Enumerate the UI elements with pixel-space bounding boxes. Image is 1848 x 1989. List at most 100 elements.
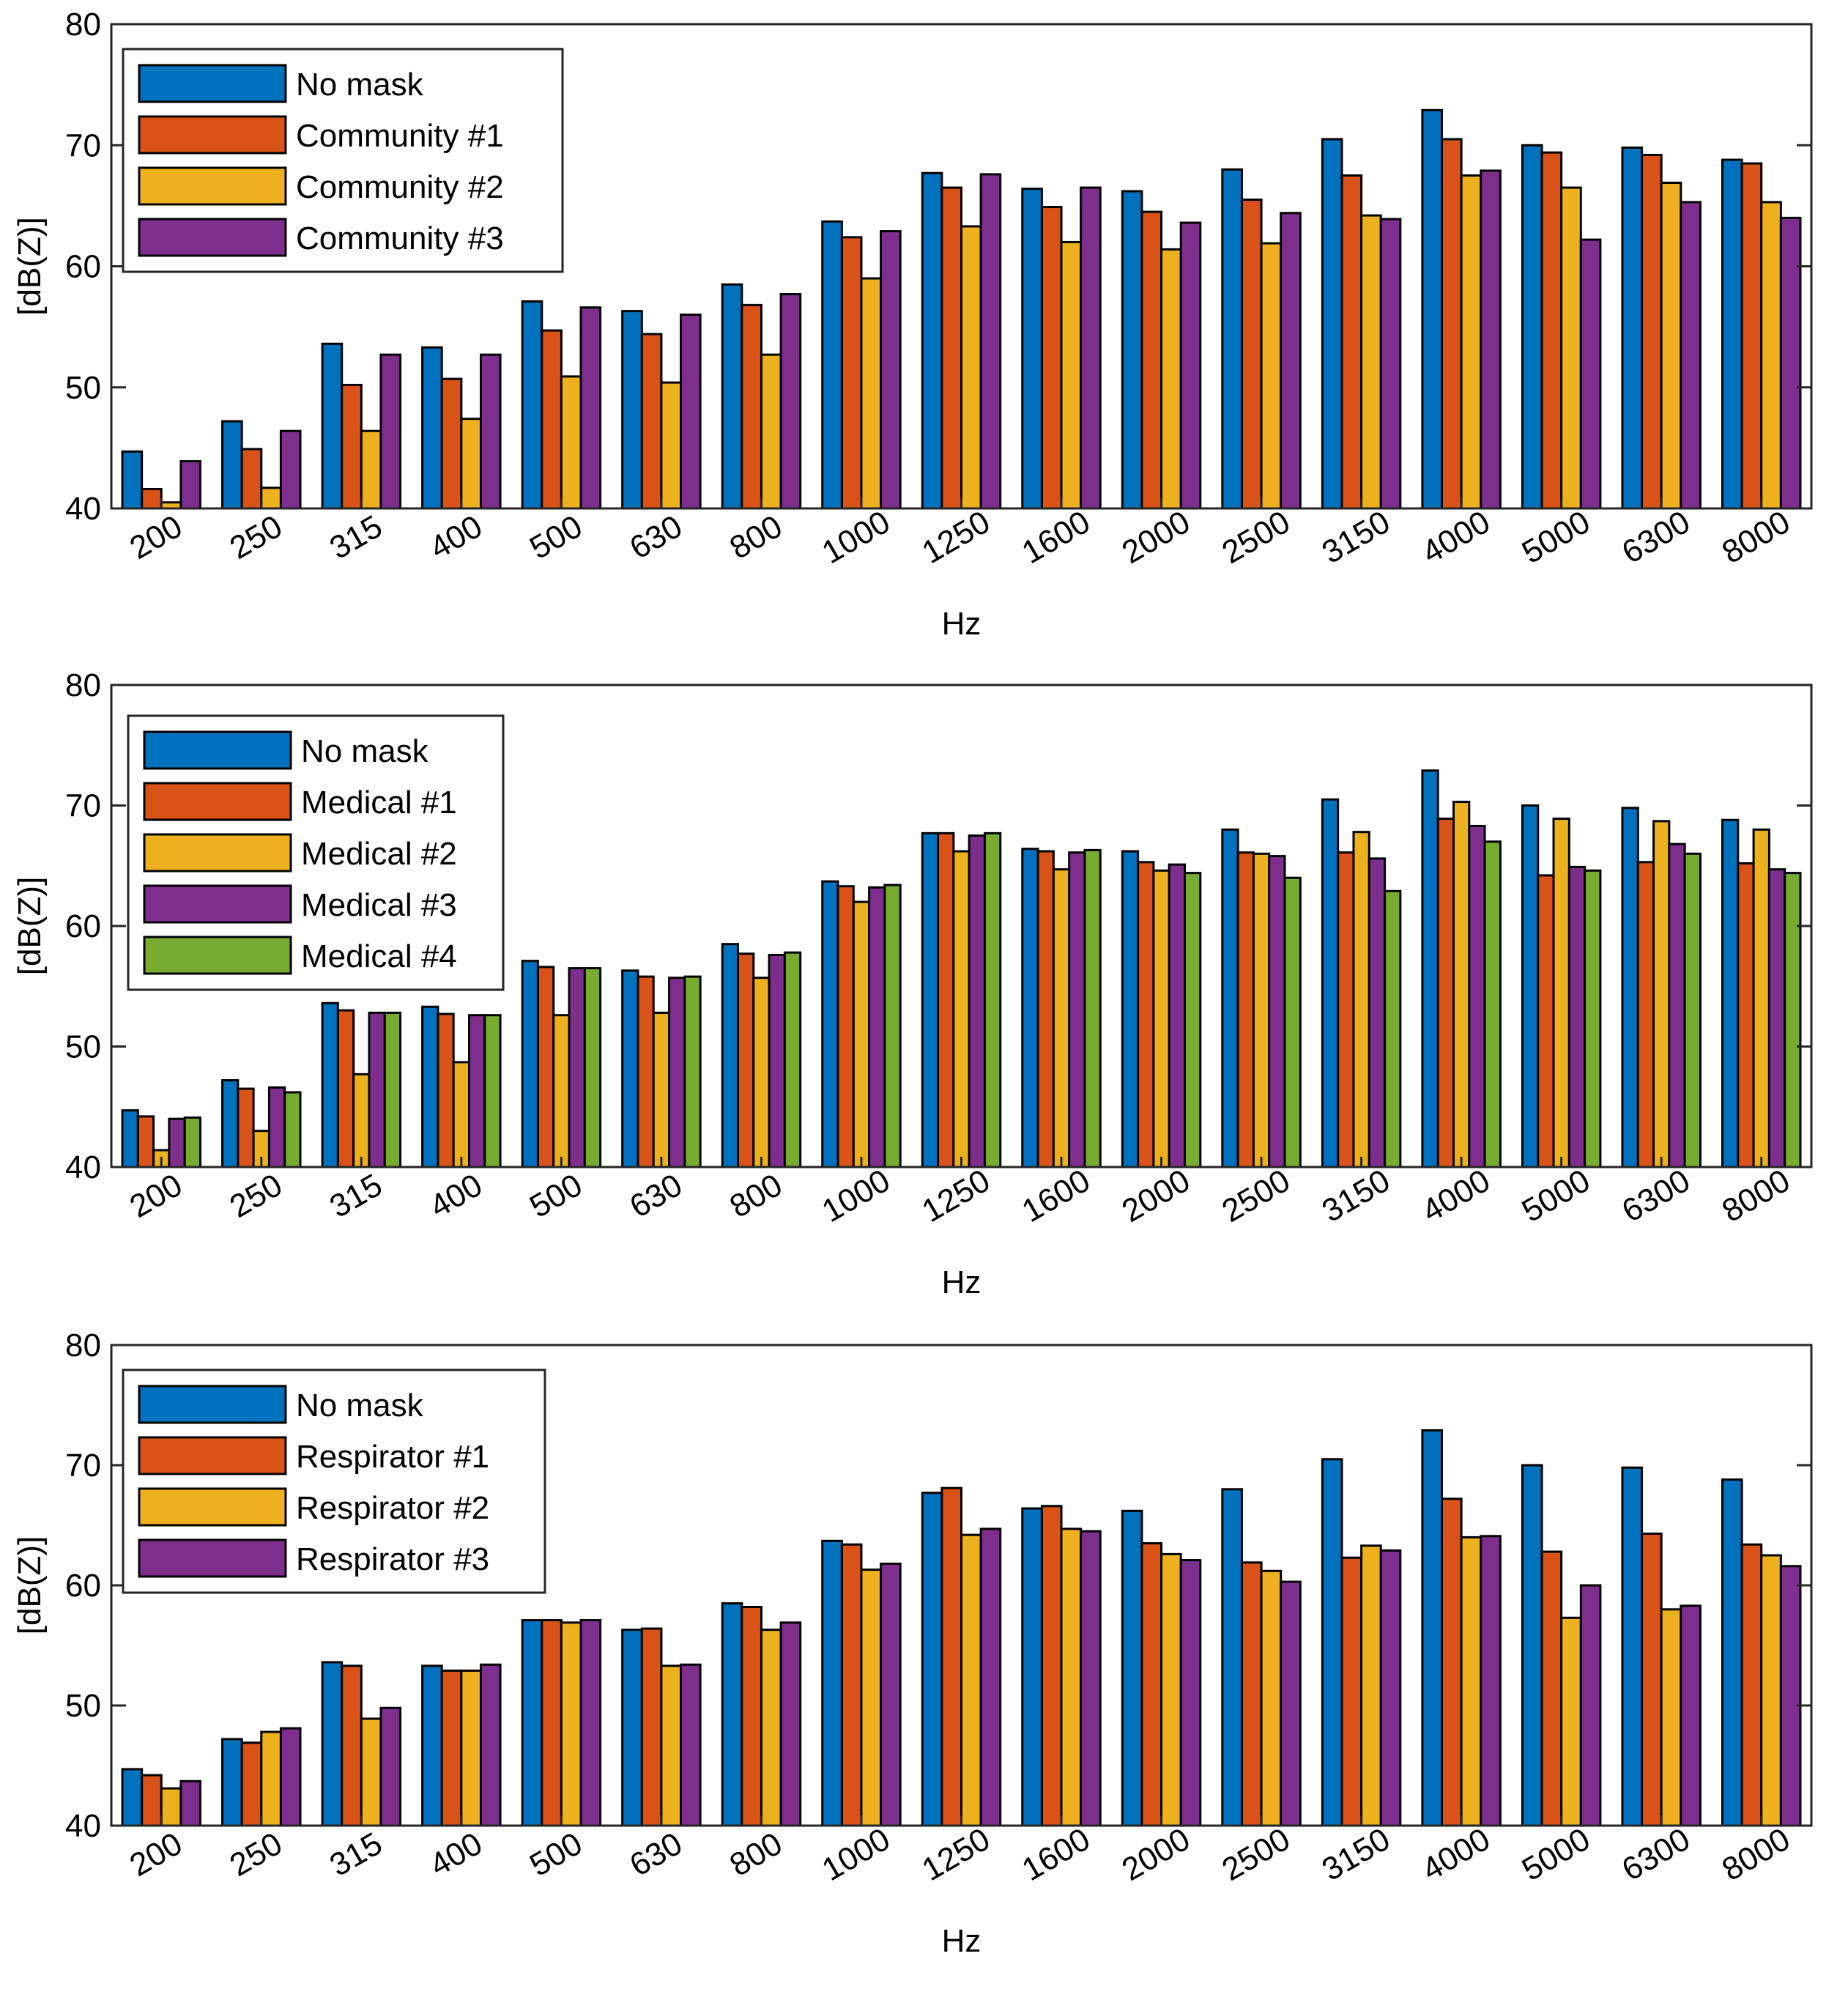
bar-no-mask-250	[221, 1079, 240, 1168]
bar-no-mask-1600	[1021, 188, 1043, 510]
bar-no-mask-630	[621, 310, 643, 510]
bar-community-2-2000	[1160, 248, 1182, 510]
bar-respirator-2-2000	[1160, 1552, 1182, 1827]
bar-medical-4-200	[183, 1116, 202, 1168]
bar-medical-3-1000	[868, 886, 886, 1168]
bar-no-mask-500	[521, 1619, 543, 1827]
bar-no-mask-315	[321, 342, 344, 510]
bar-medical-2-400	[452, 1061, 471, 1168]
bar-medical-2-800	[752, 977, 771, 1168]
x-axis-label: Hz	[942, 1923, 981, 1959]
bar-medical-1-1600	[1036, 850, 1055, 1168]
bar-community-2-315	[360, 429, 382, 510]
bar-medical-3-315	[368, 1011, 386, 1168]
bar-community-2-1600	[1060, 240, 1083, 510]
bar-respirator-1-3150	[1340, 1556, 1363, 1827]
bar-respirator-3-2000	[1179, 1559, 1202, 1827]
bar-medical-1-8000	[1737, 862, 1755, 1168]
legend-label-community-1: Community #1	[296, 118, 504, 154]
y-tick-label: 60	[65, 1568, 101, 1604]
bar-no-mask-1250	[921, 171, 943, 510]
bar-medical-4-2500	[1283, 876, 1302, 1168]
legend-label-medical-4: Medical #4	[301, 938, 457, 974]
bar-medical-2-315	[352, 1073, 371, 1168]
bar-medical-1-800	[736, 952, 755, 1168]
bar-community-1-4000	[1441, 138, 1463, 510]
bar-respirator-2-6300	[1660, 1608, 1682, 1827]
bar-no-mask-1000	[821, 880, 839, 1168]
bar-respirator-1-2000	[1140, 1542, 1163, 1827]
bar-no-mask-315	[321, 1661, 344, 1827]
bar-medical-4-630	[683, 975, 702, 1168]
bar-community-3-6300	[1680, 201, 1702, 510]
bar-community-2-3150	[1360, 214, 1382, 510]
bar-respirator-3-1250	[979, 1527, 1002, 1827]
bar-respirator-3-2500	[1280, 1580, 1302, 1827]
bar-medical-3-800	[768, 953, 786, 1168]
bar-respirator-2-5000	[1560, 1616, 1582, 1827]
bar-medical-4-2000	[1184, 872, 1202, 1168]
legend: No mask Medical #1 Medical #2 Medical #3 Med…	[127, 714, 505, 991]
legend-swatch-medical-3	[143, 884, 292, 924]
legend-label-medical-1: Medical #1	[301, 785, 457, 821]
bar-respirator-2-3150	[1360, 1544, 1382, 1827]
bar-respirator-2-2500	[1260, 1569, 1283, 1827]
y-tick-label: 80	[65, 667, 101, 703]
bar-no-mask-3150	[1321, 138, 1343, 510]
legend: No mask Respirator #1 Respirator #2 Respira…	[122, 1368, 546, 1594]
bar-respirator-1-4000	[1441, 1497, 1463, 1827]
bar-medical-1-2000	[1137, 861, 1155, 1168]
bar-medical-1-315	[336, 1009, 355, 1168]
bar-no-mask-1600	[1021, 1507, 1043, 1827]
bar-respirator-2-8000	[1760, 1554, 1782, 1827]
bar-medical-2-1250	[952, 850, 971, 1168]
bar-respirator-3-3150	[1379, 1549, 1402, 1827]
bar-respirator-2-1600	[1060, 1527, 1083, 1827]
bar-respirator-2-500	[560, 1621, 582, 1827]
y-tick-label: 40	[65, 491, 101, 527]
bar-community-1-315	[341, 383, 363, 510]
bar-medical-1-630	[637, 975, 655, 1168]
bar-respirator-1-200	[141, 1774, 163, 1827]
bar-medical-3-3150	[1368, 857, 1387, 1168]
bar-medical-3-250	[267, 1086, 286, 1168]
bar-medical-3-200	[168, 1117, 186, 1168]
bar-medical-1-250	[237, 1087, 255, 1168]
y-tick-label: 80	[65, 7, 101, 42]
bar-no-mask-5000	[1521, 1464, 1543, 1827]
bar-medical-3-630	[668, 977, 686, 1168]
bar-respirator-3-200	[179, 1779, 202, 1827]
legend-swatch-no-mask	[143, 730, 292, 770]
bar-respirator-2-400	[460, 1669, 482, 1827]
bar-community-3-400	[479, 353, 502, 510]
y-axis-label: [dB(Z)]	[12, 217, 48, 315]
legend-label-no-mask: No mask	[296, 1388, 424, 1423]
bar-medical-3-6300	[1668, 842, 1686, 1168]
bar-no-mask-2000	[1121, 1509, 1143, 1827]
x-axis-label: Hz	[942, 606, 981, 642]
y-tick-label: 80	[65, 1327, 101, 1363]
bar-medical-2-500	[552, 1014, 571, 1168]
bar-medical-1-6300	[1636, 861, 1655, 1168]
bar-medical-2-4000	[1452, 801, 1471, 1168]
y-tick-label: 70	[65, 1448, 101, 1484]
bar-no-mask-315	[321, 1001, 339, 1168]
bar-medical-4-3150	[1384, 889, 1402, 1168]
bar-no-mask-2000	[1121, 850, 1140, 1168]
bar-no-mask-200	[121, 1109, 139, 1168]
bar-community-3-1600	[1080, 186, 1102, 510]
bar-no-mask-800	[721, 943, 739, 1168]
y-tick-label: 60	[65, 249, 101, 285]
bar-respirator-1-250	[240, 1741, 263, 1827]
bar-no-mask-3150	[1321, 1458, 1343, 1827]
bar-medical-3-1250	[968, 834, 986, 1168]
bar-community-3-630	[680, 314, 702, 510]
bar-community-3-315	[379, 353, 402, 510]
bar-no-mask-1000	[821, 220, 843, 510]
x-axis-label: Hz	[942, 1264, 981, 1300]
bar-medical-1-200	[136, 1115, 155, 1168]
bar-medical-3-8000	[1767, 868, 1786, 1168]
bar-medical-4-8000	[1784, 872, 1802, 1168]
